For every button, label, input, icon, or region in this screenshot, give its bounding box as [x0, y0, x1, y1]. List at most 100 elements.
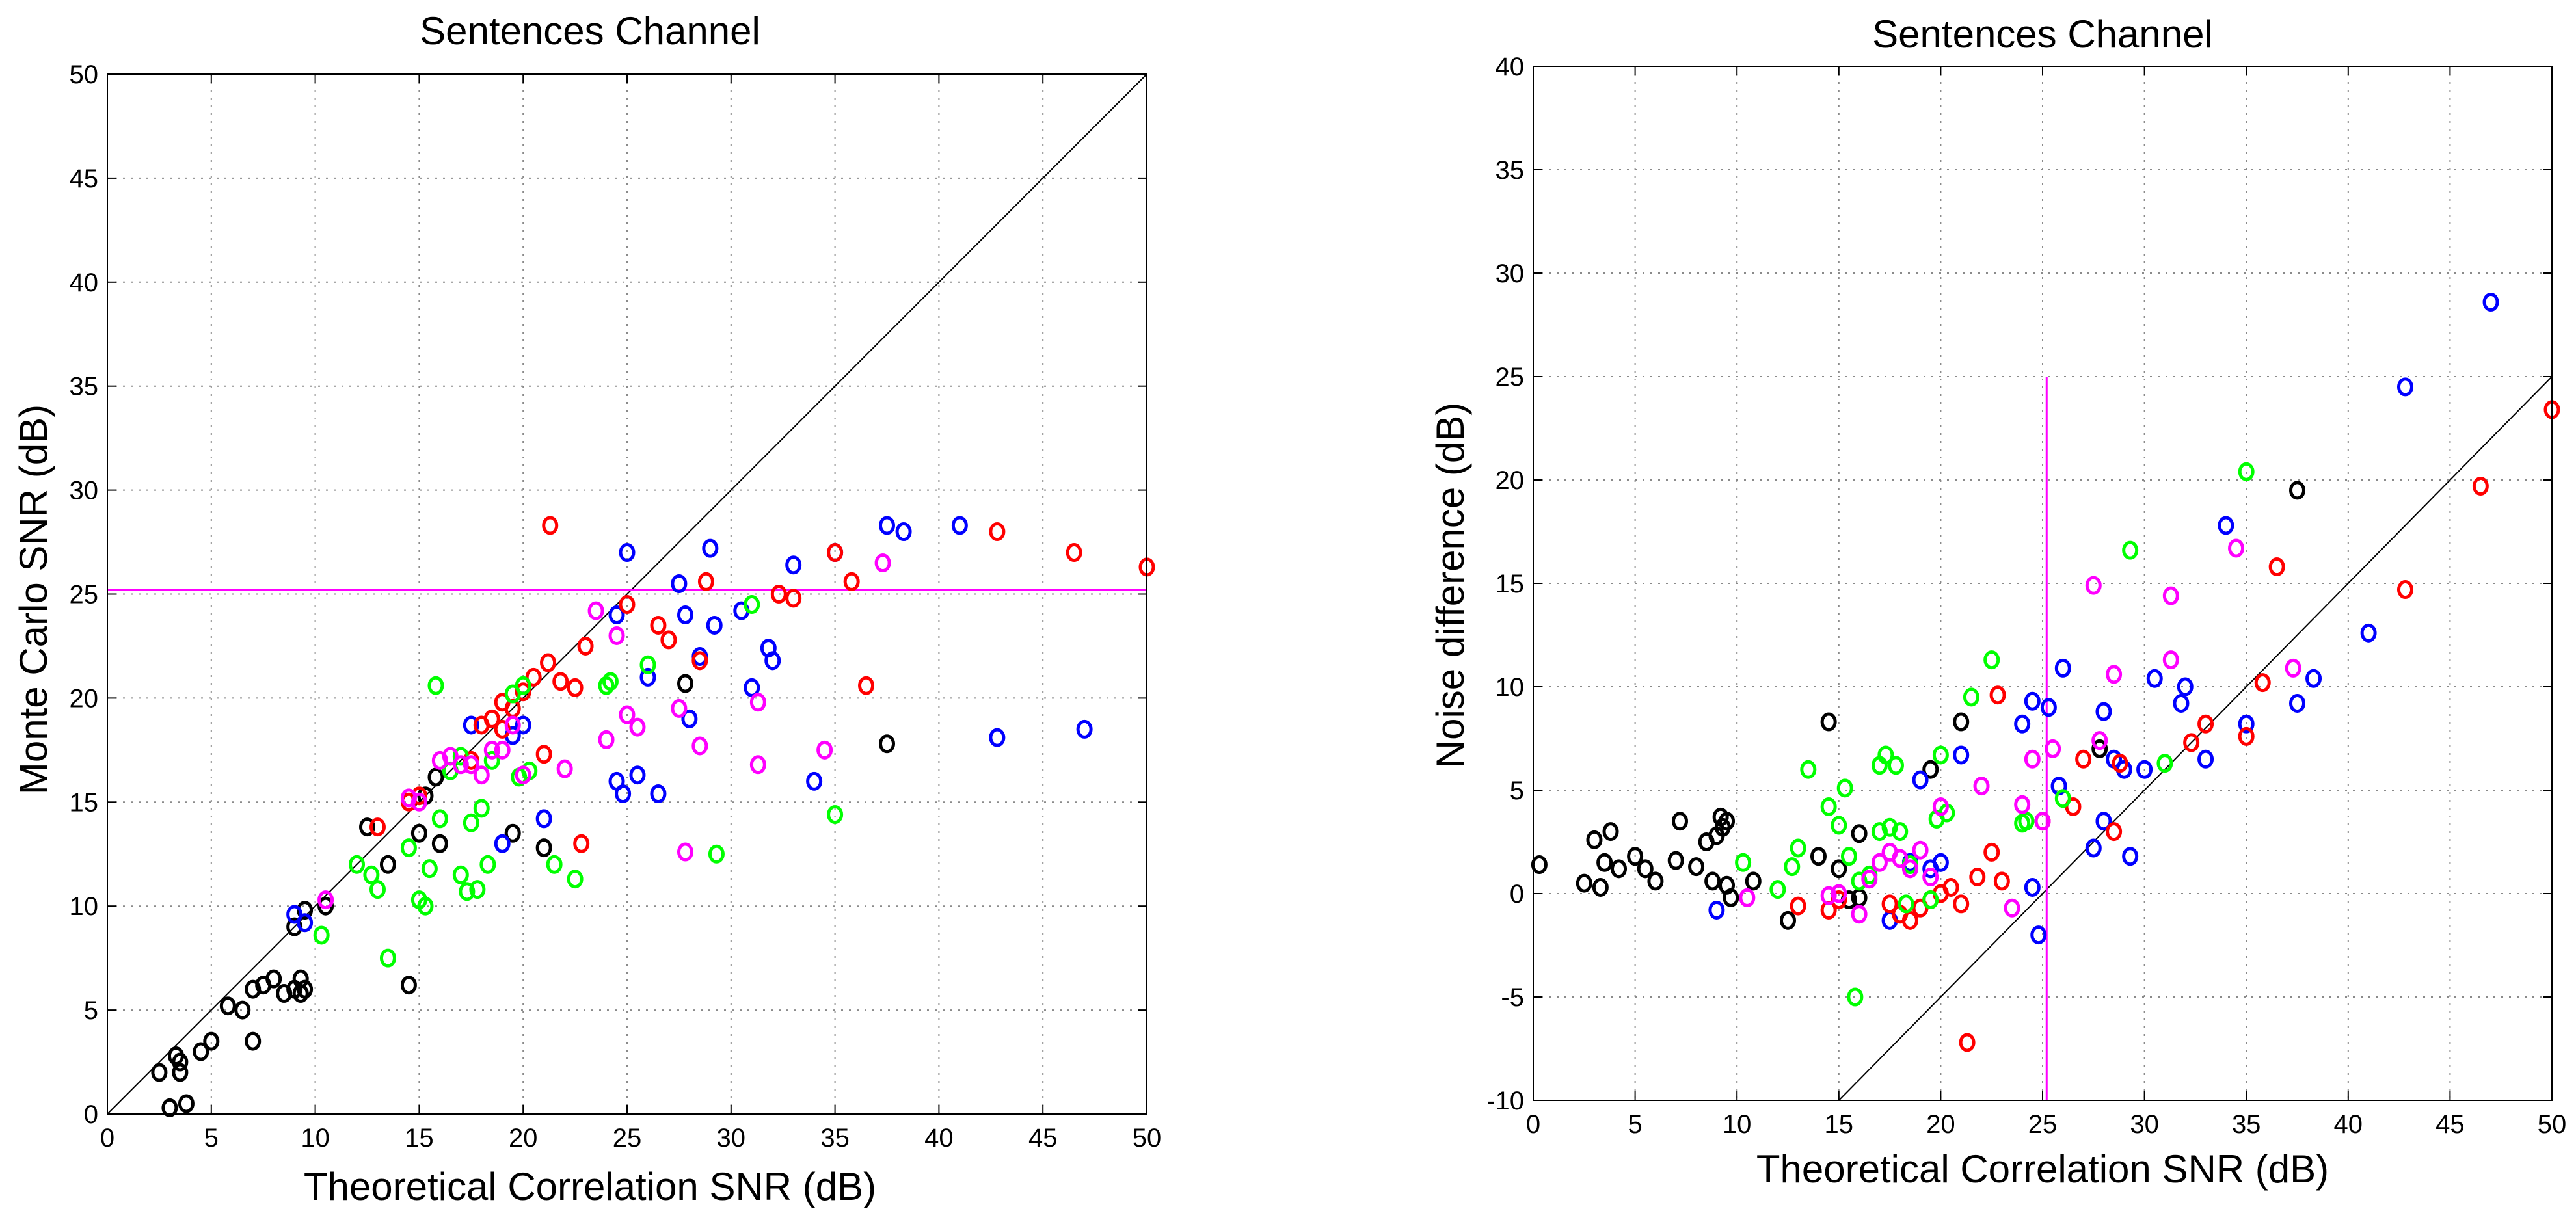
- data-point-magenta: [1861, 870, 1878, 889]
- data-point-blue: [2197, 749, 2214, 769]
- data-point-black: [1719, 812, 1736, 831]
- data-point-red: [1959, 1033, 1976, 1052]
- data-point-red: [2472, 477, 2489, 496]
- data-point-green: [1932, 745, 1949, 765]
- data-point-green: [349, 855, 366, 874]
- data-point-magenta: [677, 842, 693, 862]
- data-point-blue: [2218, 516, 2234, 535]
- data-point-blue: [671, 574, 688, 594]
- data-point-blue: [2238, 714, 2255, 734]
- series-black: [1531, 481, 2305, 930]
- data-point-black: [1745, 871, 1762, 891]
- data-point-green: [369, 880, 386, 899]
- data-point-blue: [2396, 377, 2413, 397]
- data-point-blue: [806, 771, 823, 791]
- data-point-black: [161, 1098, 178, 1117]
- data-point-green: [483, 750, 500, 770]
- data-point-red: [567, 678, 584, 697]
- x-tick-label: 5: [204, 1124, 219, 1152]
- x-tick-label: 35: [820, 1124, 850, 1152]
- chart-title: Sentences Channel: [420, 9, 760, 53]
- y-tick-label: 30: [1496, 259, 1525, 288]
- x-tick-label: 30: [2130, 1110, 2159, 1139]
- data-point-blue: [895, 522, 912, 542]
- data-point-magenta: [2085, 576, 2102, 595]
- data-point-blue: [2146, 669, 2163, 688]
- x-tick-label: 0: [100, 1124, 114, 1152]
- data-point-red: [1881, 894, 1898, 914]
- data-point-red: [785, 589, 802, 608]
- data-point-green: [421, 859, 438, 879]
- data-point-blue: [650, 784, 667, 804]
- data-point-magenta: [1831, 884, 1847, 903]
- data-point-blue: [608, 605, 625, 624]
- data-point-blue: [702, 538, 719, 558]
- series-green: [1735, 462, 2255, 1007]
- data-point-blue: [989, 728, 1006, 747]
- x-tick-label: 0: [1526, 1110, 1540, 1139]
- data-point-blue: [744, 678, 760, 697]
- data-point-blue: [2030, 925, 2047, 945]
- data-point-magenta: [494, 740, 511, 760]
- data-point-magenta: [2004, 898, 2020, 918]
- data-point-black: [2289, 481, 2305, 500]
- y-tick-label: 15: [1496, 570, 1525, 598]
- data-point-blue: [2024, 877, 2041, 897]
- data-point-green: [504, 684, 521, 704]
- series-red: [369, 516, 1155, 853]
- data-point-black: [1611, 859, 1628, 879]
- data-point-magenta: [874, 553, 891, 573]
- data-point-magenta: [671, 698, 688, 718]
- data-point-black: [1592, 877, 1609, 897]
- data-point-blue: [2177, 677, 2194, 697]
- data-point-red: [691, 651, 708, 671]
- x-tick-label: 10: [1723, 1110, 1752, 1139]
- y-tick-label: 10: [1496, 673, 1525, 702]
- data-point-red: [540, 653, 557, 672]
- data-point-black: [410, 823, 427, 843]
- data-point-blue: [879, 516, 895, 535]
- data-point-red: [1993, 871, 2010, 891]
- y-tick-label: 30: [70, 477, 99, 505]
- data-point-black: [535, 838, 552, 858]
- data-point-red: [577, 636, 594, 656]
- data-point-green: [473, 799, 490, 818]
- data-point-black: [504, 823, 521, 843]
- data-point-black: [400, 976, 417, 995]
- data-point-black: [1602, 822, 1619, 842]
- data-point-black: [1596, 853, 1613, 872]
- data-point-blue: [2040, 698, 2057, 717]
- data-point-blue: [297, 913, 314, 933]
- data-point-green: [2238, 462, 2255, 481]
- x-axis-label: Theoretical Correlation SNR (dB): [1756, 1147, 2329, 1191]
- data-point-magenta: [483, 740, 500, 760]
- series-magenta: [1739, 538, 2301, 924]
- x-tick-label: 20: [509, 1124, 538, 1152]
- data-point-black: [178, 1094, 195, 1113]
- chart-monte-carlo: Sentences Channel Theoretical Correlatio…: [12, 9, 1161, 1208]
- data-point-green: [1831, 816, 1847, 835]
- data-point-green: [2156, 754, 2173, 773]
- data-point-green: [708, 844, 725, 864]
- data-point-black: [265, 969, 282, 989]
- data-point-red: [2183, 733, 2200, 752]
- data-point-red: [2106, 822, 2123, 842]
- y-tick-label: 0: [1510, 880, 1524, 909]
- data-point-green: [567, 870, 584, 889]
- data-point-red: [1969, 868, 1986, 887]
- data-points: [1531, 293, 2560, 1052]
- data-point-red: [619, 594, 636, 614]
- data-point-black: [879, 734, 895, 754]
- data-point-red: [660, 630, 677, 650]
- x-tick-label: 35: [2232, 1110, 2261, 1139]
- data-point-black: [2091, 739, 2108, 758]
- series-red: [1790, 400, 2560, 1052]
- data-point-blue: [494, 834, 511, 853]
- data-point-magenta: [317, 890, 334, 910]
- data-point-magenta: [473, 765, 490, 785]
- data-point-magenta: [608, 626, 625, 645]
- data-point-green: [1836, 778, 1853, 798]
- data-point-magenta: [1922, 868, 1939, 887]
- data-point-red: [650, 615, 667, 635]
- data-point-green: [1820, 797, 1837, 816]
